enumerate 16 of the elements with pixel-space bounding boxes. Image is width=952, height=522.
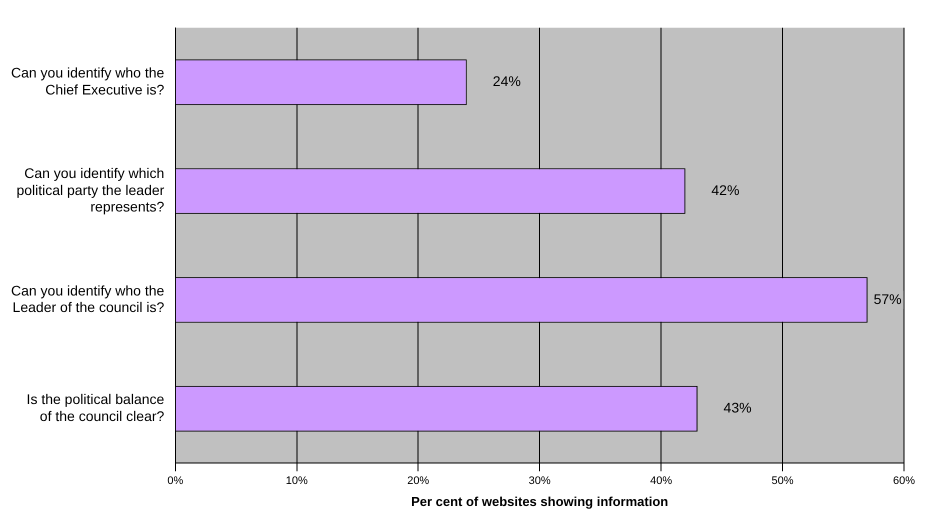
- data-label: 24%: [492, 73, 521, 90]
- x-tick-label: 0%: [167, 474, 184, 487]
- x-tick-label: 20%: [407, 474, 430, 487]
- y-tick-label: Can you identify which political party the leader represents?: [16, 165, 165, 215]
- y-tick-label: Can you identify who the Leader of the council is?: [10, 282, 165, 316]
- x-tick-label: 30%: [528, 474, 551, 487]
- y-tick-label: Can you identify who the Chief Executive is?: [10, 64, 165, 98]
- x-tick-label: 60%: [892, 474, 916, 487]
- y-tick-label: Is the political balance of the council clear?: [26, 391, 165, 424]
- data-label: 43%: [724, 400, 752, 416]
- x-tick-label: 50%: [772, 474, 794, 487]
- data-label: 42%: [711, 182, 740, 198]
- x-axis-title: Per cent of websites showing information: [411, 494, 668, 509]
- x-tick-label: 10%: [286, 474, 308, 487]
- data-label: 57%: [874, 290, 902, 307]
- x-tick-label: 40%: [650, 474, 672, 487]
